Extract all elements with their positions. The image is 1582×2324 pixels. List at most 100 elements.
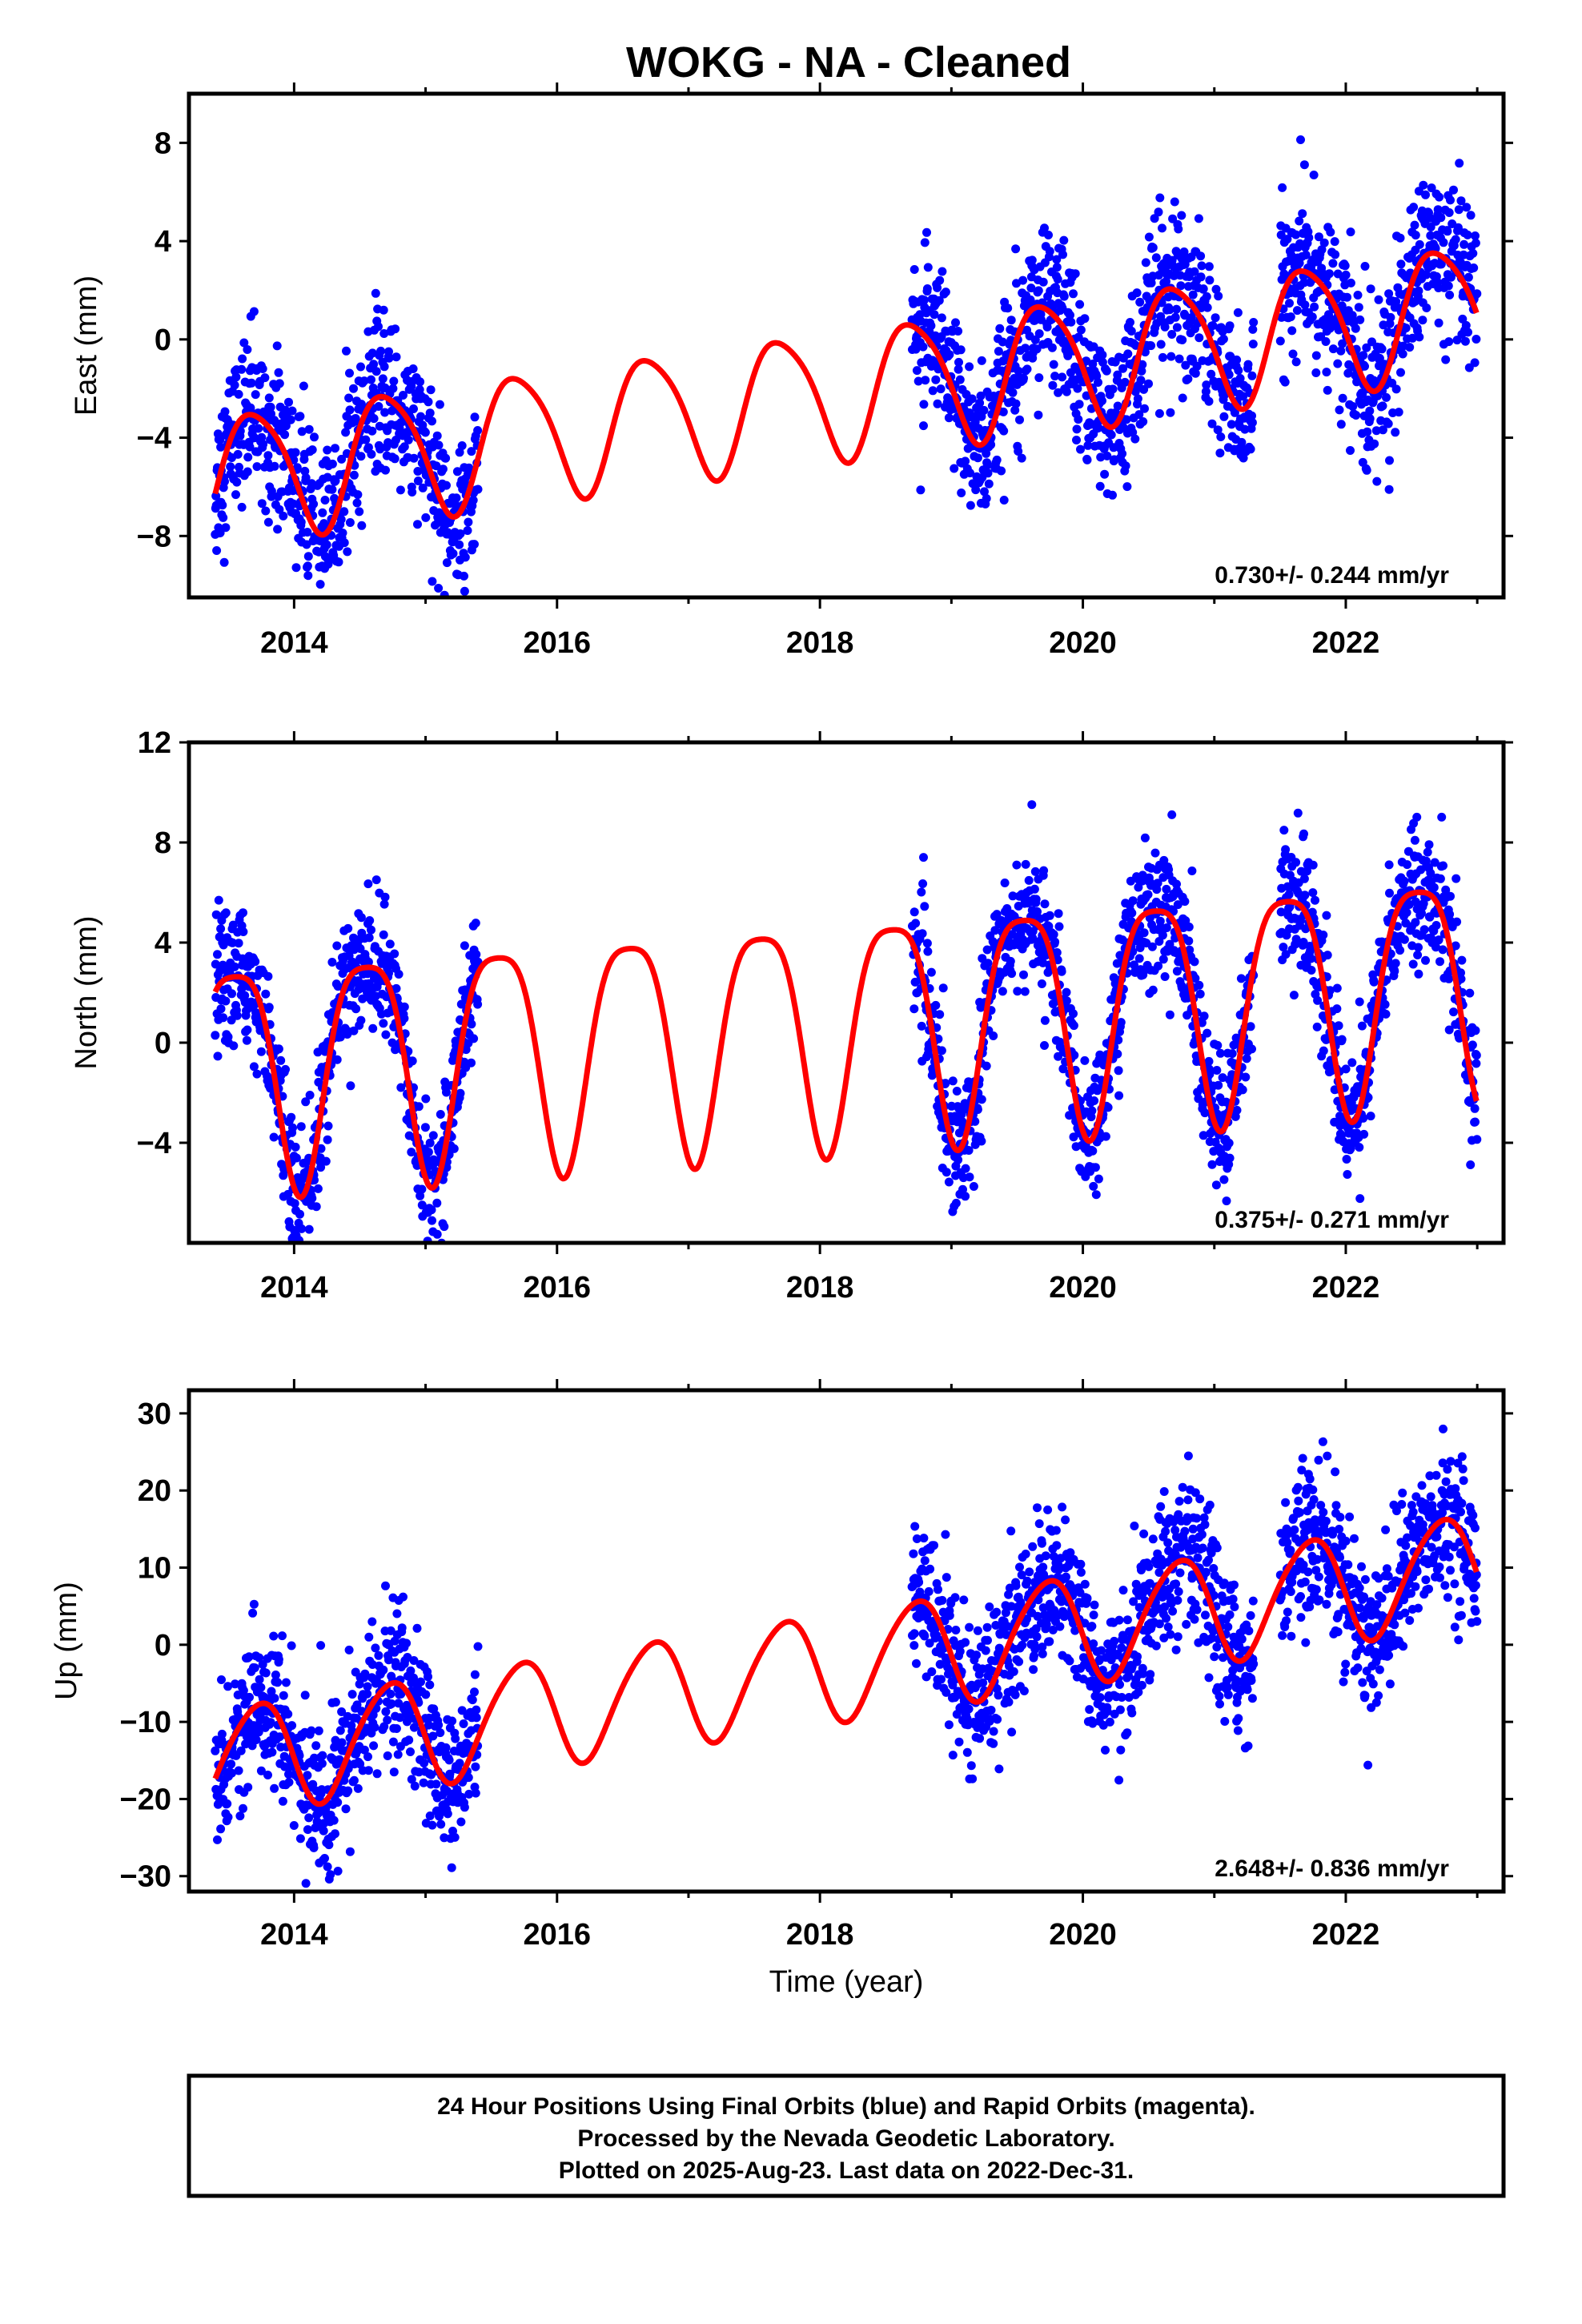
data-point bbox=[994, 347, 1003, 356]
data-point bbox=[428, 416, 436, 426]
data-point bbox=[998, 407, 1008, 416]
data-point bbox=[245, 1692, 254, 1702]
data-point bbox=[1301, 250, 1311, 259]
data-point bbox=[314, 1726, 323, 1735]
data-point bbox=[1103, 1103, 1113, 1112]
data-point bbox=[1232, 355, 1242, 364]
data-point bbox=[1224, 1138, 1234, 1148]
data-point bbox=[1187, 866, 1197, 875]
data-point bbox=[326, 1870, 335, 1880]
data-point bbox=[219, 940, 228, 950]
data-point bbox=[1196, 272, 1206, 282]
data-point bbox=[1332, 983, 1342, 993]
data-point bbox=[421, 1690, 431, 1699]
data-point bbox=[364, 933, 374, 943]
data-point bbox=[1102, 451, 1112, 460]
data-point bbox=[1138, 417, 1148, 426]
data-point bbox=[1280, 377, 1290, 387]
data-point bbox=[250, 1663, 259, 1673]
data-point bbox=[379, 1019, 388, 1028]
data-point bbox=[1013, 987, 1022, 996]
data-point bbox=[1000, 879, 1010, 887]
data-point bbox=[1328, 259, 1338, 268]
data-point bbox=[251, 390, 260, 400]
data-point bbox=[211, 959, 220, 969]
data-point bbox=[1451, 235, 1460, 244]
data-point bbox=[351, 1004, 361, 1014]
data-point bbox=[1006, 316, 1016, 325]
data-point bbox=[1224, 370, 1234, 380]
data-point bbox=[297, 427, 307, 436]
data-point bbox=[237, 364, 247, 374]
data-point bbox=[1008, 388, 1018, 397]
data-point bbox=[1247, 418, 1257, 428]
data-point bbox=[1195, 980, 1204, 990]
data-point bbox=[419, 1778, 428, 1787]
data-point bbox=[469, 1034, 479, 1043]
data-point bbox=[432, 1779, 441, 1789]
fit-curve bbox=[212, 250, 1480, 538]
data-point bbox=[455, 540, 464, 549]
data-point bbox=[270, 1694, 279, 1703]
data-point bbox=[1088, 1146, 1098, 1156]
data-point bbox=[920, 1556, 930, 1566]
data-point bbox=[1328, 344, 1338, 354]
data-point bbox=[1123, 349, 1133, 359]
data-point bbox=[969, 1182, 978, 1191]
data-point bbox=[471, 1788, 480, 1798]
data-point bbox=[1154, 961, 1163, 971]
data-point bbox=[1438, 945, 1447, 955]
data-point bbox=[1091, 1190, 1101, 1200]
data-point bbox=[450, 1832, 460, 1842]
data-point bbox=[1455, 159, 1464, 168]
data-point bbox=[425, 1138, 435, 1148]
data-point bbox=[1470, 1104, 1480, 1113]
data-point bbox=[1150, 214, 1159, 223]
data-point bbox=[235, 1811, 245, 1821]
data-point bbox=[255, 1675, 264, 1684]
data-point bbox=[473, 485, 483, 494]
data-point bbox=[1401, 324, 1411, 333]
data-point bbox=[1334, 1021, 1343, 1031]
data-point bbox=[317, 1759, 327, 1768]
data-point bbox=[296, 517, 306, 527]
data-point bbox=[1307, 954, 1315, 963]
data-point bbox=[386, 1689, 396, 1699]
data-point bbox=[417, 1184, 427, 1194]
data-point bbox=[1279, 943, 1288, 952]
data-point bbox=[295, 1834, 305, 1844]
data-point bbox=[1216, 432, 1226, 441]
data-point bbox=[1066, 317, 1076, 327]
data-point bbox=[992, 455, 1002, 464]
data-point bbox=[951, 1626, 961, 1634]
data-point bbox=[251, 1735, 261, 1744]
data-point bbox=[460, 571, 468, 581]
data-point bbox=[931, 1000, 941, 1010]
data-point bbox=[291, 563, 301, 573]
data-point bbox=[1076, 325, 1086, 335]
data-point bbox=[1359, 1113, 1368, 1123]
data-point bbox=[1027, 800, 1037, 810]
x-tick-label: 2022 bbox=[1312, 626, 1380, 660]
data-point bbox=[1183, 374, 1193, 384]
data-point bbox=[920, 1631, 930, 1641]
data-point bbox=[1122, 415, 1131, 424]
data-point bbox=[1419, 180, 1428, 190]
data-point bbox=[1167, 330, 1177, 339]
data-point bbox=[961, 1638, 970, 1647]
data-point bbox=[1227, 420, 1236, 429]
data-point bbox=[975, 398, 985, 408]
data-point bbox=[367, 375, 375, 384]
data-point bbox=[1443, 227, 1452, 236]
data-point bbox=[337, 454, 347, 464]
data-point bbox=[1398, 349, 1407, 359]
data-point bbox=[1439, 861, 1447, 870]
data-point bbox=[392, 1609, 402, 1618]
data-point bbox=[1370, 439, 1379, 448]
data-point bbox=[1434, 935, 1443, 945]
data-point bbox=[1346, 278, 1355, 287]
data-point bbox=[467, 447, 476, 456]
data-point bbox=[1156, 340, 1166, 349]
data-point bbox=[944, 1177, 954, 1187]
rate-label: 0.375+/- 0.271 mm/yr bbox=[1215, 1207, 1449, 1233]
